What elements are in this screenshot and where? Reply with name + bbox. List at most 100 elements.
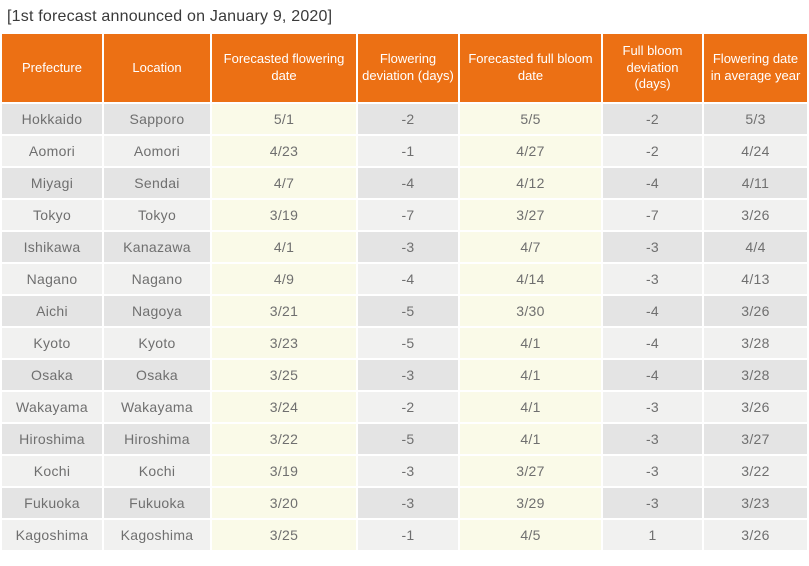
table-caption: [1st forecast announced on January 9, 20… (7, 8, 333, 25)
table-cell: 4/12 (460, 168, 601, 198)
table-cell: -5 (358, 296, 458, 326)
table-cell: Osaka (104, 360, 210, 390)
table-cell: -1 (358, 136, 458, 166)
table-cell: 3/20 (212, 488, 356, 518)
table-cell: 3/26 (704, 520, 807, 550)
table-cell: Kanazawa (104, 232, 210, 262)
table-row: Wakayama Wakayama 3/24 -2 4/1 -3 3/26 (2, 392, 807, 422)
table-cell: 5/1 (212, 104, 356, 134)
table-cell: -5 (358, 328, 458, 358)
table-cell: Nagano (104, 264, 210, 294)
table-cell: 3/26 (704, 200, 807, 230)
table-cell: 3/27 (460, 200, 601, 230)
table-cell: Ishikawa (2, 232, 102, 262)
table-cell: -2 (358, 392, 458, 422)
table-cell: -3 (358, 456, 458, 486)
table-cell: 4/7 (212, 168, 356, 198)
table-cell: 3/25 (212, 360, 356, 390)
table-row: Ishikawa Kanazawa 4/1 -3 4/7 -3 4/4 (2, 232, 807, 262)
table-cell: -3 (603, 264, 702, 294)
table-cell: -5 (358, 424, 458, 454)
table-cell: Hiroshima (104, 424, 210, 454)
column-header-location: Location (104, 34, 210, 102)
table-cell: 3/27 (460, 456, 601, 486)
header-row: Prefecture Location Forecasted flowering… (2, 34, 807, 102)
column-header-prefecture: Prefecture (2, 34, 102, 102)
table-cell: Osaka (2, 360, 102, 390)
table-cell: 3/19 (212, 200, 356, 230)
table-cell: 3/26 (704, 392, 807, 422)
table-cell: -3 (358, 488, 458, 518)
table-cell: 3/30 (460, 296, 601, 326)
table-row: Miyagi Sendai 4/7 -4 4/12 -4 4/11 (2, 168, 807, 198)
table-cell: Fukuoka (104, 488, 210, 518)
table-cell: -1 (358, 520, 458, 550)
table-cell: Kyoto (2, 328, 102, 358)
table-cell: 4/9 (212, 264, 356, 294)
table-cell: 3/29 (460, 488, 601, 518)
table-cell: Kyoto (104, 328, 210, 358)
table-cell: Kochi (104, 456, 210, 486)
table-cell: 3/28 (704, 328, 807, 358)
forecast-table: Prefecture Location Forecasted flowering… (0, 32, 809, 552)
table-cell: 3/22 (212, 424, 356, 454)
table-cell: 4/27 (460, 136, 601, 166)
column-header-average-year: Flowering date in average year (704, 34, 807, 102)
table-cell: -3 (603, 456, 702, 486)
table-cell: -3 (358, 232, 458, 262)
table-cell: Nagoya (104, 296, 210, 326)
table-cell: 4/1 (460, 360, 601, 390)
table-cell: 3/24 (212, 392, 356, 422)
column-header-forecast-full-bloom: Forecasted full bloom date (460, 34, 601, 102)
table-cell: Tokyo (2, 200, 102, 230)
table-cell: -3 (603, 392, 702, 422)
table-cell: -3 (603, 232, 702, 262)
table-cell: -2 (358, 104, 458, 134)
table-cell: 3/23 (704, 488, 807, 518)
table-row: Nagano Nagano 4/9 -4 4/14 -3 4/13 (2, 264, 807, 294)
table-header: Prefecture Location Forecasted flowering… (2, 34, 807, 102)
table-cell: -2 (603, 136, 702, 166)
column-header-flowering-deviation: Flowering deviation (days) (358, 34, 458, 102)
table-cell: 4/1 (460, 392, 601, 422)
table-cell: 4/7 (460, 232, 601, 262)
table-cell: Miyagi (2, 168, 102, 198)
table-cell: Wakayama (104, 392, 210, 422)
table-row: Tokyo Tokyo 3/19 -7 3/27 -7 3/26 (2, 200, 807, 230)
table-cell: Hokkaido (2, 104, 102, 134)
table-cell: Kagoshima (104, 520, 210, 550)
table-cell: -3 (358, 360, 458, 390)
table-row: Kochi Kochi 3/19 -3 3/27 -3 3/22 (2, 456, 807, 486)
table-cell: 3/22 (704, 456, 807, 486)
table-cell: 5/5 (460, 104, 601, 134)
table-cell: Wakayama (2, 392, 102, 422)
table-cell: -7 (603, 200, 702, 230)
table-cell: -4 (358, 264, 458, 294)
column-header-forecast-flowering: Forecasted flowering date (212, 34, 356, 102)
table-cell: -4 (603, 328, 702, 358)
table-cell: 4/23 (212, 136, 356, 166)
table-cell: Sapporo (104, 104, 210, 134)
table-cell: -2 (603, 104, 702, 134)
table-cell: -4 (603, 296, 702, 326)
table-cell: 4/4 (704, 232, 807, 262)
table-cell: 4/11 (704, 168, 807, 198)
table-cell: -4 (603, 168, 702, 198)
table-cell: 4/1 (460, 328, 601, 358)
table-row: Hiroshima Hiroshima 3/22 -5 4/1 -3 3/27 (2, 424, 807, 454)
table-cell: Sendai (104, 168, 210, 198)
table-cell: 3/27 (704, 424, 807, 454)
table-cell: Fukuoka (2, 488, 102, 518)
table-cell: 4/1 (212, 232, 356, 262)
table-cell: 3/28 (704, 360, 807, 390)
table-row: Kagoshima Kagoshima 3/25 -1 4/5 1 3/26 (2, 520, 807, 550)
table-cell: -3 (603, 488, 702, 518)
table-row: Fukuoka Fukuoka 3/20 -3 3/29 -3 3/23 (2, 488, 807, 518)
table-cell: 4/5 (460, 520, 601, 550)
table-cell: Aomori (104, 136, 210, 166)
table-cell: 3/19 (212, 456, 356, 486)
table-cell: Nagano (2, 264, 102, 294)
table-cell: 4/24 (704, 136, 807, 166)
table-body: Hokkaido Sapporo 5/1 -2 5/5 -2 5/3 Aomori Aomori… (2, 104, 807, 550)
